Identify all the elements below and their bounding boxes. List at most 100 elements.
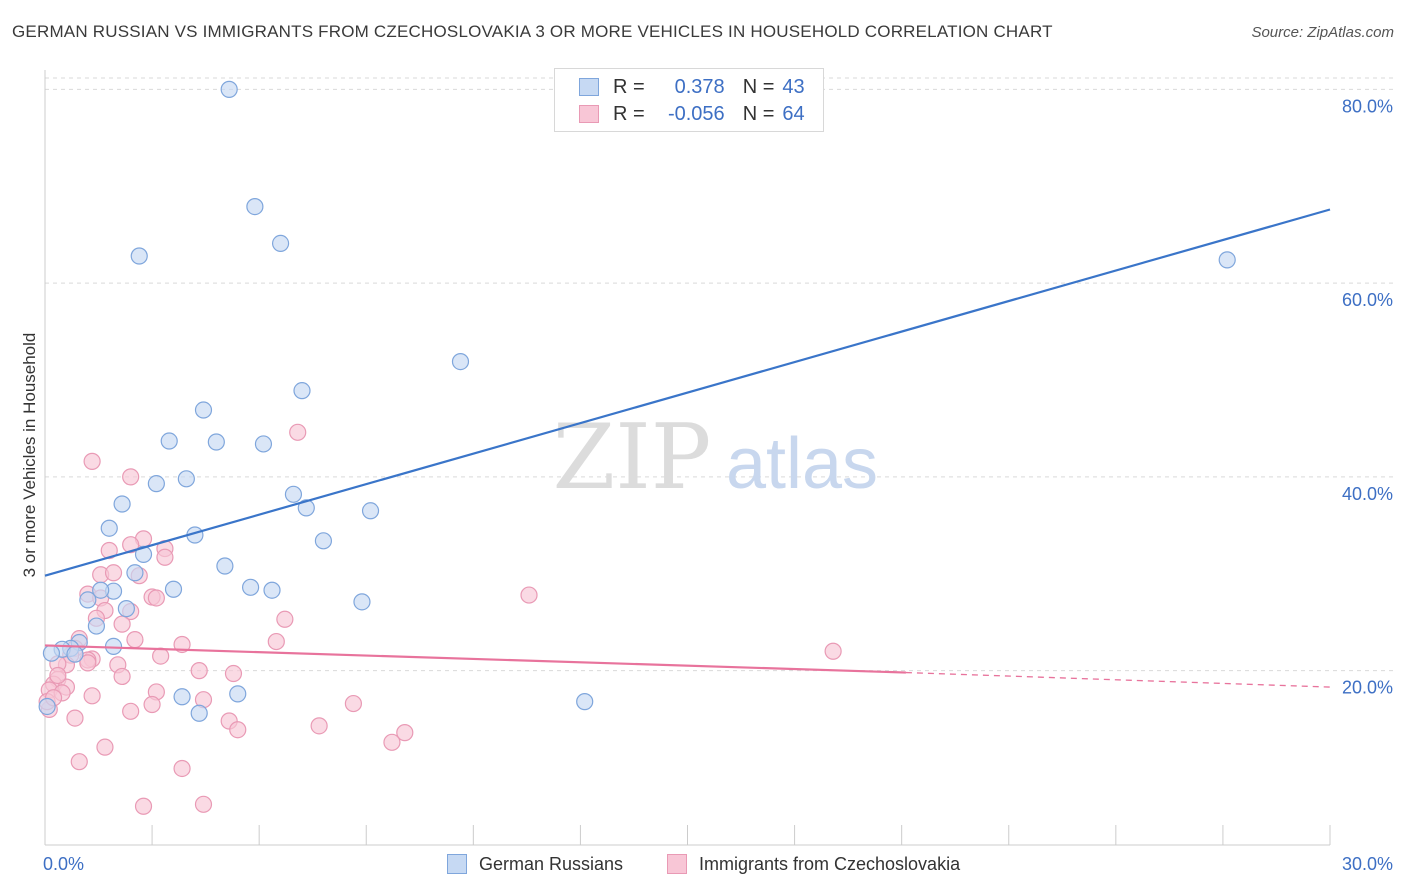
point-immigrants-czechoslovakia — [396, 724, 414, 742]
point-immigrants-czechoslovakia — [194, 795, 213, 813]
point-german-russians — [190, 704, 208, 722]
point-german-russians — [216, 557, 234, 575]
point-german-russians — [92, 581, 110, 599]
point-german-russians — [87, 617, 106, 635]
source-label: Source: ZipAtlas.com — [1251, 24, 1394, 41]
point-german-russians — [173, 688, 191, 706]
point-immigrants-czechoslovakia — [113, 615, 131, 633]
point-immigrants-czechoslovakia — [104, 564, 123, 582]
point-immigrants-czechoslovakia — [156, 548, 174, 566]
legend-row-immigrants: R = -0.056 N = 64 — [579, 101, 805, 127]
bottom-legend-swatch-pink — [667, 854, 687, 874]
trend-line-immigrants — [44, 644, 906, 674]
point-german-russians — [207, 433, 225, 451]
point-immigrants-czechoslovakia — [122, 702, 140, 720]
axes — [44, 70, 1331, 846]
legend-n-label: N = — [742, 75, 775, 98]
point-german-russians — [160, 432, 178, 450]
legend-n-value: 43 — [782, 75, 805, 98]
point-german-russians — [130, 247, 148, 265]
point-immigrants-czechoslovakia — [383, 733, 401, 751]
point-german-russians — [79, 591, 97, 609]
trend-line-german-russians — [44, 208, 1331, 577]
legend-top: R = 0.378 N = 43 R = -0.056 N = 64 — [554, 68, 824, 132]
point-german-russians — [451, 352, 470, 371]
point-immigrants-czechoslovakia — [310, 717, 328, 735]
point-immigrants-czechoslovakia — [289, 423, 307, 441]
point-german-russians — [271, 234, 290, 253]
legend-r-label: R = — [613, 102, 645, 125]
x-tick-label: 0.0% — [43, 854, 84, 874]
point-german-russians — [293, 382, 311, 400]
legend-r-value: 0.378 — [674, 75, 725, 98]
bottom-legend-label: Immigrants from Czechoslovakia — [699, 853, 961, 874]
point-immigrants-czechoslovakia — [83, 452, 101, 470]
point-german-russians — [242, 578, 260, 596]
point-german-russians — [297, 499, 315, 517]
trend-lines — [44, 208, 1331, 688]
point-immigrants-czechoslovakia — [134, 797, 153, 815]
point-immigrants-czechoslovakia — [520, 586, 538, 604]
watermark-atlas: atlas — [726, 424, 878, 504]
point-german-russians — [254, 435, 273, 453]
point-german-russians — [177, 470, 195, 488]
point-immigrants-czechoslovakia — [113, 667, 131, 686]
point-german-russians — [284, 485, 303, 503]
point-german-russians — [38, 697, 56, 716]
legend-r-label: R = — [613, 75, 645, 98]
bottom-legend-immigrants: Immigrants from Czechoslovakia — [667, 852, 960, 876]
point-immigrants-czechoslovakia — [96, 738, 114, 756]
point-german-russians — [117, 600, 135, 618]
legend-n-value: 64 — [782, 102, 805, 125]
point-immigrants-czechoslovakia — [49, 666, 67, 685]
point-german-russians — [134, 545, 153, 563]
point-german-russians — [1218, 251, 1236, 269]
point-german-russians — [314, 532, 333, 550]
bottom-legend-german-russians: German Russians — [447, 852, 623, 876]
point-german-russians — [361, 502, 380, 520]
point-german-russians — [147, 475, 165, 493]
point-immigrants-czechoslovakia — [147, 589, 165, 607]
point-immigrants-czechoslovakia — [152, 647, 170, 665]
point-immigrants-czechoslovakia — [66, 709, 84, 727]
point-immigrants-czechoslovakia — [122, 536, 140, 554]
point-immigrants-czechoslovakia — [824, 642, 842, 660]
point-immigrants-czechoslovakia — [267, 632, 285, 651]
watermark-zip: ZIP — [553, 405, 712, 510]
point-immigrants-czechoslovakia — [173, 759, 191, 778]
bottom-legend-swatch-blue — [447, 854, 467, 874]
y-tick-label: 60.0% — [1342, 290, 1393, 310]
point-immigrants-czechoslovakia — [224, 664, 243, 683]
point-immigrants-czechoslovakia — [229, 721, 247, 739]
point-immigrants-czechoslovakia — [143, 695, 161, 714]
point-german-russians — [263, 581, 281, 599]
y-tick-label: 80.0% — [1342, 96, 1393, 116]
bottom-legend-label: German Russians — [479, 853, 624, 874]
point-immigrants-czechoslovakia — [83, 687, 101, 705]
point-immigrants-czechoslovakia — [173, 635, 191, 654]
trend-line-immigrants — [905, 671, 1331, 688]
x-tick-label: 30.0% — [1342, 854, 1393, 874]
legend-r-value: -0.056 — [667, 102, 725, 125]
point-immigrants-czechoslovakia — [126, 631, 144, 649]
point-german-russians — [220, 80, 238, 98]
y-tick-label: 20.0% — [1342, 678, 1393, 698]
point-german-russians — [353, 593, 371, 611]
point-immigrants-czechoslovakia — [79, 654, 97, 672]
legend-swatch-blue — [579, 78, 599, 96]
watermark: ZIP atlas — [553, 405, 878, 510]
point-german-russians — [164, 580, 183, 598]
point-immigrants-czechoslovakia — [190, 662, 208, 680]
point-german-russians — [100, 519, 118, 537]
point-german-russians — [42, 644, 61, 662]
legend-row-german-russians: R = 0.378 N = 43 — [579, 74, 805, 100]
legend-n-label: N = — [742, 102, 775, 125]
points-german-russians — [38, 80, 1236, 722]
point-german-russians — [246, 197, 264, 216]
point-immigrants-czechoslovakia — [70, 753, 88, 771]
point-german-russians — [113, 495, 131, 513]
point-german-russians — [576, 693, 594, 711]
point-immigrants-czechoslovakia — [122, 468, 140, 486]
point-german-russians — [126, 564, 144, 582]
